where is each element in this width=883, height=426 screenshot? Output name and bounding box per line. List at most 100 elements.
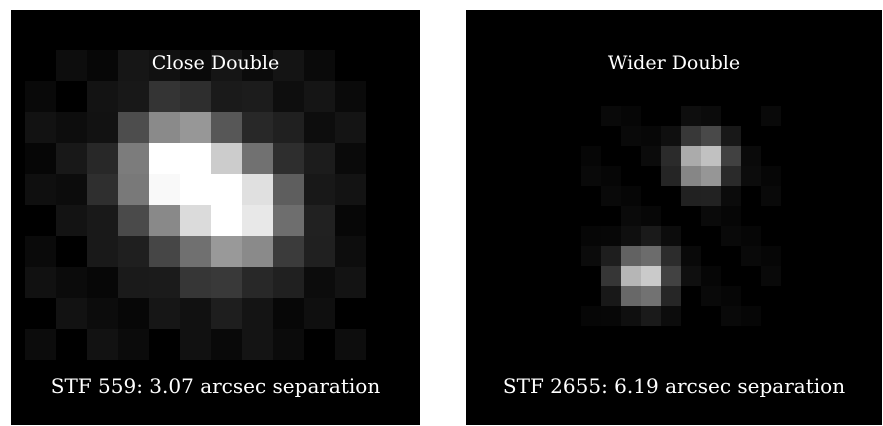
star-pixel — [621, 286, 641, 306]
star-pixel — [87, 267, 118, 298]
star-pixel — [701, 146, 721, 166]
star-pixel — [118, 143, 149, 174]
star-pixel — [273, 174, 304, 205]
wider-double-caption: STF 2655: 6.19 arcsec separation — [502, 374, 846, 398]
star-pixel — [304, 174, 335, 205]
star-pixel — [601, 166, 621, 186]
star-pixel — [87, 236, 118, 267]
star-pixel — [211, 267, 242, 298]
star-pixel — [149, 236, 180, 267]
star-pixel — [211, 329, 242, 360]
star-pixel — [87, 81, 118, 112]
star-pixel — [118, 174, 149, 205]
star-pixel — [761, 106, 781, 126]
star-pixel — [721, 186, 741, 206]
star-pixel — [761, 166, 781, 186]
star-pixel — [149, 267, 180, 298]
star-pixel — [581, 146, 601, 166]
star-pixel — [581, 246, 601, 266]
star-pixel — [149, 112, 180, 143]
star-pixel — [273, 81, 304, 112]
star-pixel — [180, 81, 211, 112]
star-pixel — [87, 329, 118, 360]
star-pixel — [621, 126, 641, 146]
star-pixel — [661, 286, 681, 306]
star-pixel — [242, 298, 273, 329]
star-pixel — [211, 112, 242, 143]
star-pixel — [211, 50, 242, 81]
star-pixel — [180, 267, 211, 298]
star-pixel — [118, 81, 149, 112]
star-pixel — [211, 236, 242, 267]
star-pixel — [641, 226, 661, 246]
star-pixel — [661, 246, 681, 266]
star-pixel — [87, 112, 118, 143]
star-pixel — [335, 205, 366, 236]
star-pixel — [25, 143, 56, 174]
star-pixel — [273, 112, 304, 143]
wider-double-star-image — [466, 10, 882, 425]
star-pixel — [242, 50, 273, 81]
star-pixel — [242, 174, 273, 205]
star-pixel — [118, 267, 149, 298]
star-pixel — [741, 306, 761, 326]
wider-double-panel: Wider Double STF 2655: 6.19 arcsec separ… — [466, 10, 882, 425]
star-pixel — [56, 205, 87, 236]
star-pixel — [56, 267, 87, 298]
star-pixel — [180, 143, 211, 174]
star-pixel — [304, 298, 335, 329]
star-pixel — [661, 226, 681, 246]
close-double-panel: Close Double STF 559: 3.07 arcsec separa… — [11, 10, 420, 425]
star-pixel — [25, 267, 56, 298]
star-pixel — [681, 146, 701, 166]
star-pixel — [335, 329, 366, 360]
star-pixel — [661, 126, 681, 146]
star-pixel — [621, 226, 641, 246]
close-double-caption: STF 559: 3.07 arcsec separation — [50, 374, 381, 398]
star-pixel — [149, 50, 180, 81]
star-pixel — [761, 246, 781, 266]
star-pixel — [149, 205, 180, 236]
star-pixel — [721, 226, 741, 246]
star-pixel — [304, 205, 335, 236]
star-pixel — [273, 236, 304, 267]
star-pixel — [641, 286, 661, 306]
star-pixel — [304, 267, 335, 298]
star-pixel — [601, 266, 621, 286]
star-pixel — [118, 50, 149, 81]
star-pixel — [304, 50, 335, 81]
star-pixel — [335, 112, 366, 143]
star-pixel — [641, 246, 661, 266]
star-pixel — [180, 174, 211, 205]
star-pixel — [581, 306, 601, 326]
star-pixel — [621, 106, 641, 126]
star-pixel — [211, 143, 242, 174]
star-pixel — [87, 298, 118, 329]
star-pixel — [273, 298, 304, 329]
star-pixel — [721, 306, 741, 326]
star-pixel — [273, 205, 304, 236]
star-pixel — [335, 174, 366, 205]
star-pixel — [56, 174, 87, 205]
star-pixel — [621, 186, 641, 206]
star-pixel — [211, 298, 242, 329]
star-pixel — [304, 81, 335, 112]
star-pixel — [118, 298, 149, 329]
star-pixel — [149, 143, 180, 174]
star-pixel — [701, 126, 721, 146]
star-pixel — [581, 166, 601, 186]
star-pixel — [581, 226, 601, 246]
star-pixel — [761, 266, 781, 286]
star-pixel — [180, 50, 211, 81]
star-pixel — [304, 236, 335, 267]
star-pixel — [681, 126, 701, 146]
star-pixel — [721, 146, 741, 166]
star-pixel — [741, 226, 761, 246]
star-pixel — [180, 112, 211, 143]
star-pixel — [304, 112, 335, 143]
star-pixel — [211, 205, 242, 236]
star-pixel — [681, 266, 701, 286]
star-pixel — [335, 81, 366, 112]
star-pixel — [242, 236, 273, 267]
star-pixel — [25, 236, 56, 267]
